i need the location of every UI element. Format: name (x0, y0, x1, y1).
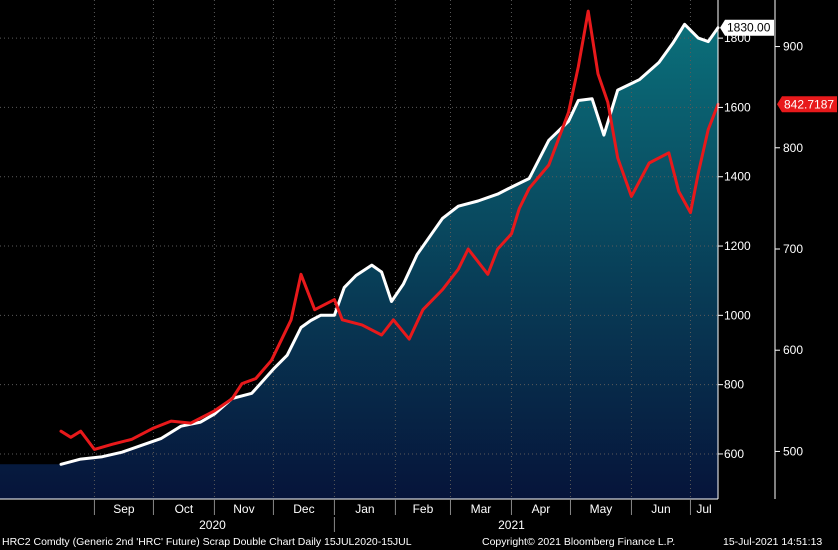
month-tick-label: May (590, 502, 613, 516)
last-value-tag-hrc2 (720, 19, 774, 36)
right-tick-label: 700 (783, 242, 803, 256)
series-area-hrc2 (0, 24, 718, 500)
series-line-scrap (59, 9, 720, 451)
month-tick-label: Oct (175, 502, 194, 516)
right-tick-label: 500 (783, 444, 803, 458)
month-tick-label: Apr (532, 502, 551, 516)
footer-timestamp: 15-Jul-2021 14:51:13 (723, 536, 823, 548)
left-tick-label: 800 (724, 378, 744, 392)
month-tick-label: Jan (355, 502, 374, 516)
series-line-hrc2 (59, 22, 720, 466)
right-tick-label: 600 (783, 343, 803, 357)
month-tick-label: Jul (696, 502, 711, 516)
left-tick-label: 1200 (724, 239, 751, 253)
left-tick-label: 1600 (724, 100, 751, 114)
month-tick-label: Mar (471, 502, 492, 516)
left-tick-label: 600 (724, 447, 744, 461)
right-tick-label: 900 (783, 40, 803, 54)
footer: HRC2 Comdty (Generic 2nd 'HRC' Future) S… (0, 534, 838, 550)
hrc-scrap-double-chart: 6008001000120014001600180050060070080090… (0, 0, 837, 532)
left-tick-label: 1400 (724, 170, 751, 184)
month-tick-label: Feb (413, 502, 434, 516)
left-tick-label: 1000 (724, 308, 751, 322)
year-tick-label: 2021 (498, 518, 525, 532)
year-tick-label: 2020 (199, 518, 226, 532)
right-tick-label: 800 (783, 141, 803, 155)
last-value-label-scrap: 842.7187 (784, 97, 834, 111)
last-value-tag-scrap (777, 96, 837, 113)
last-value-label-hrc2: 1830.00 (727, 21, 771, 35)
month-tick-label: Jun (651, 502, 670, 516)
month-tick-label: Sep (113, 502, 135, 516)
month-tick-label: Nov (233, 502, 254, 516)
month-tick-label: Dec (293, 502, 314, 516)
footer-description: HRC2 Comdty (Generic 2nd 'HRC' Future) S… (2, 536, 412, 548)
footer-copyright: Copyright© 2021 Bloomberg Finance L.P. (482, 536, 676, 548)
